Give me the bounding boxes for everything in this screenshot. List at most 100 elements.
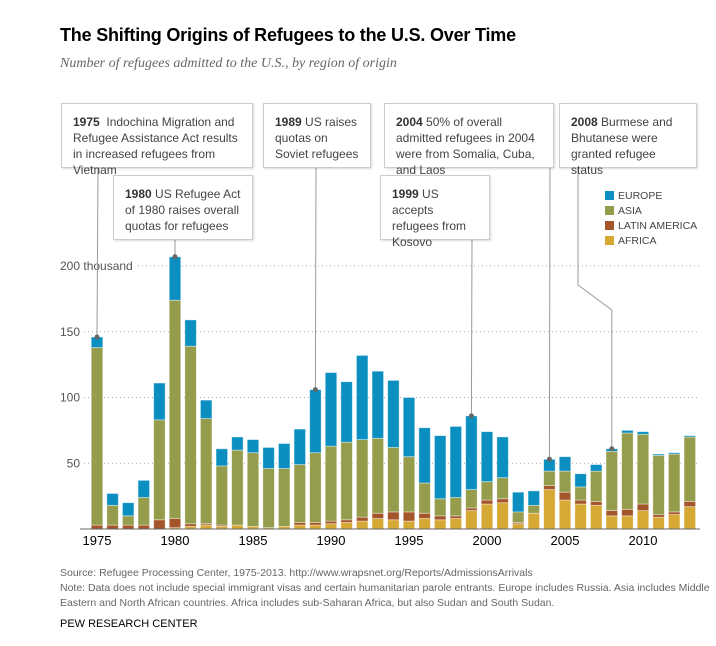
annotation-dot xyxy=(468,413,474,419)
annotation-dot xyxy=(94,334,100,340)
bar-segment-asia xyxy=(371,437,384,514)
y-tick-label: 200 thousand xyxy=(60,259,133,273)
bar-segment-asia xyxy=(184,345,197,525)
bar-segment-asia xyxy=(449,497,462,517)
bar-segment-europe xyxy=(574,473,587,488)
bar-segment-africa xyxy=(324,523,338,530)
x-tick-label: 2010 xyxy=(629,533,658,548)
bar-segment-asia xyxy=(496,477,509,500)
bar-segment-latin-america xyxy=(106,524,119,530)
bar-segment-africa xyxy=(231,524,244,530)
bar-segment-asia xyxy=(605,451,618,511)
bar-segment-latin-america xyxy=(574,499,587,505)
bar-segment-latin-america xyxy=(90,524,104,530)
bar-segment-asia xyxy=(527,504,540,514)
bar-segment-asia xyxy=(215,465,228,526)
annotation-dot xyxy=(609,446,615,452)
bar-segment-europe xyxy=(434,435,447,500)
bar-segment-africa xyxy=(356,520,369,530)
bar-segment-latin-america xyxy=(543,485,556,490)
bar-segment-latin-america xyxy=(387,511,400,521)
y-tick-label: 100 xyxy=(60,391,80,405)
bar-segment-europe xyxy=(512,491,525,513)
bar-segment-latin-america xyxy=(558,491,572,501)
bar-segment-europe xyxy=(200,399,213,419)
bar-segment-asia xyxy=(558,470,572,493)
annotation-text: 50% of overall admitted refugees in 2004… xyxy=(396,115,535,177)
legend-swatch xyxy=(605,236,614,245)
legend-label: AFRICA xyxy=(618,234,657,247)
bar-segment-europe xyxy=(652,453,665,456)
bar-segment-asia xyxy=(574,486,587,501)
x-tick-label: 1985 xyxy=(239,533,268,548)
bar-segment-asia xyxy=(590,470,603,502)
bar-segment-europe xyxy=(168,256,182,301)
annotation-1975: 1975 Indochina Migration and Refugee Ass… xyxy=(61,103,253,177)
bar-segment-latin-america xyxy=(496,498,509,504)
bar-segment-asia xyxy=(153,419,166,521)
bar-segment-europe xyxy=(402,397,416,458)
annotation-text: US Refugee Act of 1980 raises overall qu… xyxy=(125,187,241,233)
bar-segment-latin-america xyxy=(683,500,696,508)
bar-segment-asia xyxy=(340,441,353,521)
bar-segment-asia xyxy=(246,452,260,527)
x-tick-label: 2005 xyxy=(551,533,580,548)
bar-segment-africa xyxy=(402,520,416,530)
bar-segment-europe xyxy=(356,355,369,440)
bar-segment-asia xyxy=(480,481,494,501)
legend-swatch xyxy=(605,191,614,200)
bar-segment-africa xyxy=(387,519,400,530)
bar-segment-africa xyxy=(418,518,431,530)
bar-segment-africa xyxy=(309,524,322,530)
bar-segment-africa xyxy=(621,515,634,530)
bar-segment-asia xyxy=(636,433,650,505)
bar-segment-asia xyxy=(402,456,416,513)
bar-segment-asia xyxy=(106,504,119,526)
bar-segment-europe xyxy=(636,431,650,435)
annotation-text: US raises quotas on Soviet refugees xyxy=(275,115,359,161)
source-note: Source: Refugee Processing Center, 1975-… xyxy=(60,567,533,579)
bar-segment-europe xyxy=(309,389,322,454)
x-tick-label: 1980 xyxy=(161,533,190,548)
annotation-2004: 2004 50% of overall admitted refugees in… xyxy=(384,103,554,177)
bar-segment-africa xyxy=(668,514,681,530)
bar-segment-asia xyxy=(90,347,104,526)
bar-segment-europe xyxy=(278,443,291,469)
bar-segment-europe xyxy=(106,493,119,506)
bar-segment-asia xyxy=(652,454,665,515)
legend-item: ASIA xyxy=(605,203,697,218)
bar-segment-asia xyxy=(683,436,696,502)
legend-item: AFRICA xyxy=(605,233,697,248)
brand-label: PEW RESEARCH CENTER xyxy=(60,618,198,630)
bar-segment-latin-america xyxy=(590,500,603,506)
bar-segment-africa xyxy=(200,524,213,530)
bar-segment-europe xyxy=(371,370,384,439)
bar-segment-asia xyxy=(668,453,681,513)
annotation-1980: 1980 US Refugee Act of 1980 raises overa… xyxy=(113,175,253,240)
legend-label: ASIA xyxy=(618,204,642,217)
bar-segment-latin-america xyxy=(153,519,166,530)
chart-legend: EUROPE ASIA LATIN AMERICA AFRICA xyxy=(605,188,697,248)
bar-segment-asia xyxy=(200,418,213,525)
annotation-connector xyxy=(548,167,551,460)
bar-segment-asia xyxy=(465,489,478,509)
bar-segment-asia xyxy=(262,468,275,529)
bar-segment-europe xyxy=(215,448,228,467)
bar-segment-latin-america xyxy=(402,511,416,522)
bar-segment-latin-america xyxy=(636,503,650,511)
bar-segment-europe xyxy=(558,456,572,472)
legend-item: LATIN AMERICA xyxy=(605,218,697,233)
bar-segment-europe xyxy=(621,429,634,434)
bar-segment-europe xyxy=(246,439,260,454)
bar-segment-europe xyxy=(387,380,400,448)
annotation-connector xyxy=(314,167,317,390)
bar-segment-asia xyxy=(543,470,556,487)
annotation-text: US accepts refugees from Kosovo xyxy=(392,187,467,249)
annotation-year: 2008 xyxy=(571,115,598,129)
bar-segment-latin-america xyxy=(621,508,634,517)
bar-segment-europe xyxy=(683,435,696,438)
bar-segment-europe xyxy=(122,502,135,517)
data-note: Note: Data does not include special immi… xyxy=(60,582,710,609)
